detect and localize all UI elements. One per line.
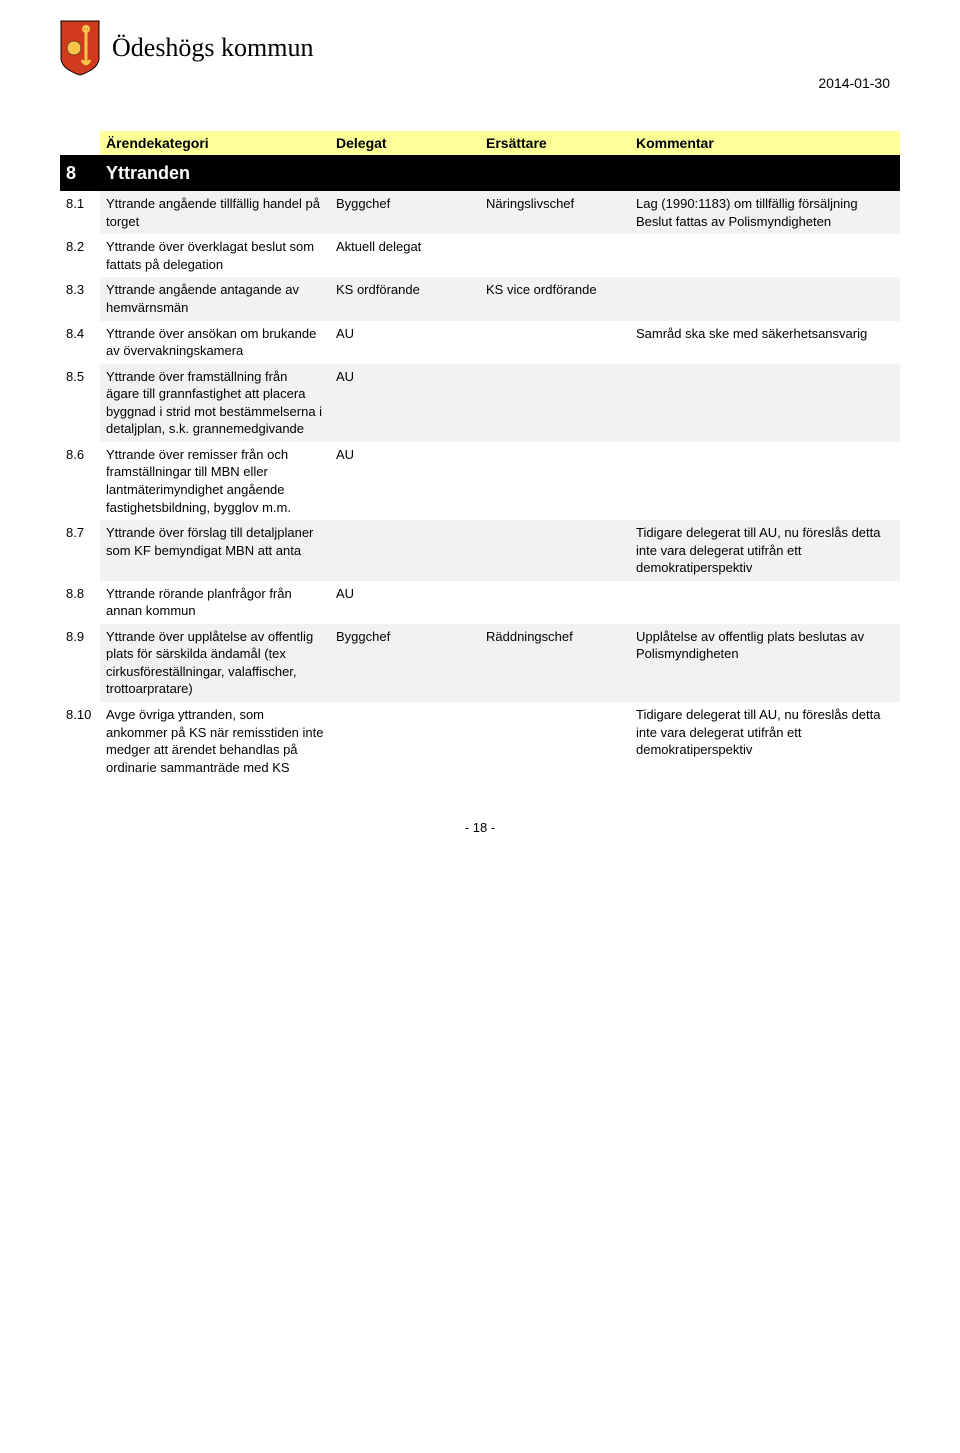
- row-kommentar: [630, 442, 900, 520]
- delegation-table: Ärendekategori Delegat Ersättare Komment…: [60, 131, 900, 780]
- table-row: 8.5Yttrande över framställning från ägar…: [60, 364, 900, 442]
- row-delegat: AU: [330, 581, 480, 624]
- row-kommentar: Upplåtelse av offentlig plats beslutas a…: [630, 624, 900, 702]
- col-header-ersattare: Ersättare: [480, 131, 630, 155]
- row-kommentar: Tidigare delegerat till AU, nu föreslås …: [630, 520, 900, 581]
- row-category: Yttrande över ansökan om brukande av öve…: [100, 321, 330, 364]
- row-category: Yttrande angående tillfällig handel på t…: [100, 191, 330, 234]
- row-kommentar: [630, 234, 900, 277]
- row-number: 8.9: [60, 624, 100, 702]
- row-ersattare: KS vice ordförande: [480, 277, 630, 320]
- row-kommentar: [630, 277, 900, 320]
- row-number: 8.10: [60, 702, 100, 780]
- page-footer: - 18 -: [60, 820, 900, 835]
- row-ersattare: [480, 581, 630, 624]
- table-body: 8 Yttranden 8.1Yttrande angående tillfäl…: [60, 155, 900, 780]
- table-row: 8.3Yttrande angående antagande av hemvär…: [60, 277, 900, 320]
- table-row: 8.2Yttrande över överklagat beslut som f…: [60, 234, 900, 277]
- row-delegat: Aktuell delegat: [330, 234, 480, 277]
- row-delegat: KS ordförande: [330, 277, 480, 320]
- table-row: 8.8Yttrande rörande planfrågor från anna…: [60, 581, 900, 624]
- row-delegat: AU: [330, 321, 480, 364]
- row-category: Yttrande över förslag till detaljplaner …: [100, 520, 330, 581]
- table-row: 8.4Yttrande över ansökan om brukande av …: [60, 321, 900, 364]
- section-number: 8: [60, 155, 100, 191]
- table-row: 8.7Yttrande över förslag till detaljplan…: [60, 520, 900, 581]
- row-number: 8.3: [60, 277, 100, 320]
- row-ersattare: [480, 234, 630, 277]
- row-category: Avge övriga yttranden, som ankommer på K…: [100, 702, 330, 780]
- row-kommentar: [630, 364, 900, 442]
- row-number: 8.6: [60, 442, 100, 520]
- row-kommentar: Samråd ska ske med säkerhetsansvarig: [630, 321, 900, 364]
- row-delegat: AU: [330, 364, 480, 442]
- section-row: 8 Yttranden: [60, 155, 900, 191]
- row-delegat: Byggchef: [330, 191, 480, 234]
- municipality-name: Ödeshögs kommun: [112, 33, 314, 63]
- row-category: Yttrande rörande planfrågor från annan k…: [100, 581, 330, 624]
- row-number: 8.1: [60, 191, 100, 234]
- col-header-kommentar: Kommentar: [630, 131, 900, 155]
- col-header-delegat: Delegat: [330, 131, 480, 155]
- document-date: 2014-01-30: [818, 75, 890, 91]
- row-kommentar: [630, 581, 900, 624]
- row-category: Yttrande över framställning från ägare t…: [100, 364, 330, 442]
- col-header-category: Ärendekategori: [100, 131, 330, 155]
- row-number: 8.2: [60, 234, 100, 277]
- page-header: Ödeshögs kommun 2014-01-30: [60, 20, 900, 91]
- row-delegat: [330, 520, 480, 581]
- row-category: Yttrande över överklagat beslut som fatt…: [100, 234, 330, 277]
- row-category: Yttrande angående antagande av hemvärnsm…: [100, 277, 330, 320]
- row-ersattare: [480, 364, 630, 442]
- table-header-row: Ärendekategori Delegat Ersättare Komment…: [60, 131, 900, 155]
- table-row: 8.6Yttrande över remisser från och frams…: [60, 442, 900, 520]
- row-category: Yttrande över upplåtelse av offentlig pl…: [100, 624, 330, 702]
- row-delegat: Byggchef: [330, 624, 480, 702]
- logo-block: Ödeshögs kommun: [60, 20, 314, 76]
- municipality-logo-icon: [60, 20, 100, 76]
- row-kommentar: Tidigare delegerat till AU, nu föreslås …: [630, 702, 900, 780]
- row-number: 8.4: [60, 321, 100, 364]
- row-kommentar: Lag (1990:1183) om tillfällig försäljnin…: [630, 191, 900, 234]
- row-number: 8.8: [60, 581, 100, 624]
- row-ersattare: Näringslivschef: [480, 191, 630, 234]
- row-number: 8.7: [60, 520, 100, 581]
- row-number: 8.5: [60, 364, 100, 442]
- section-title: Yttranden: [100, 155, 900, 191]
- row-ersattare: [480, 520, 630, 581]
- row-ersattare: [480, 442, 630, 520]
- row-ersattare: Räddningschef: [480, 624, 630, 702]
- row-delegat: [330, 702, 480, 780]
- table-row: 8.1Yttrande angående tillfällig handel p…: [60, 191, 900, 234]
- row-ersattare: [480, 702, 630, 780]
- row-ersattare: [480, 321, 630, 364]
- table-row: 8.9Yttrande över upplåtelse av offentlig…: [60, 624, 900, 702]
- row-delegat: AU: [330, 442, 480, 520]
- table-row: 8.10Avge övriga yttranden, som ankommer …: [60, 702, 900, 780]
- col-header-blank: [60, 131, 100, 155]
- row-category: Yttrande över remisser från och framstäl…: [100, 442, 330, 520]
